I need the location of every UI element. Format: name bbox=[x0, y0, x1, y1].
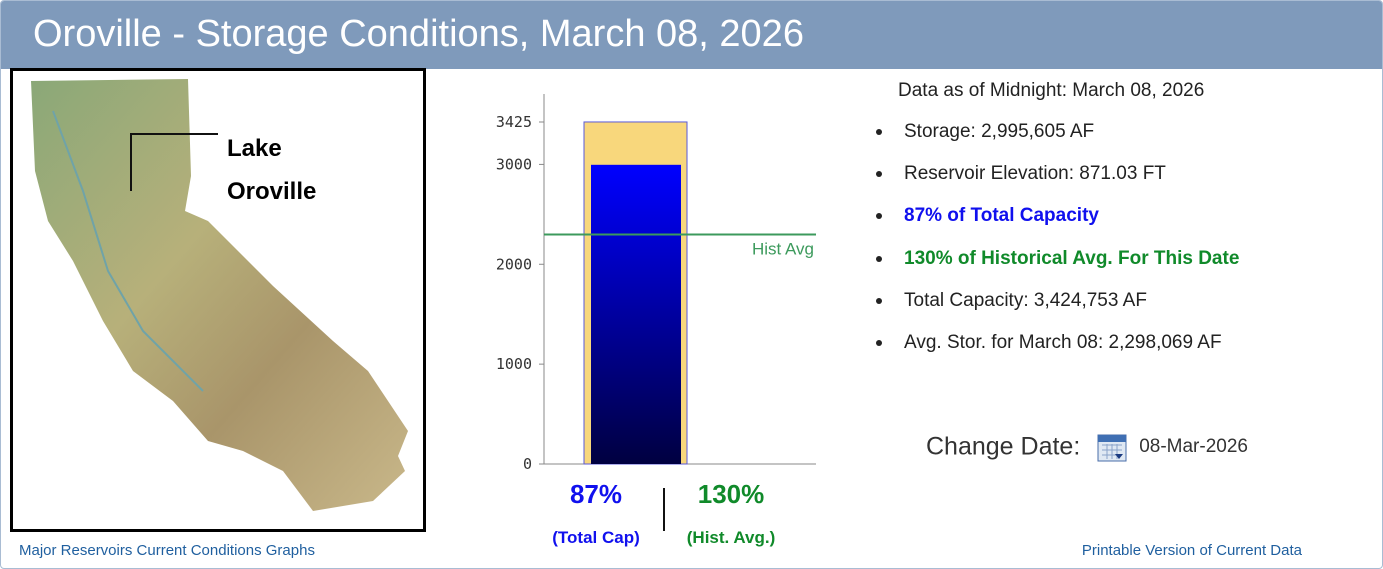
percent-label: 87% bbox=[570, 479, 622, 509]
chart: 0 1000 2000 3000 3425 Hist Avg 87% (Total Cap) 1… bbox=[431, 71, 851, 551]
change-date: Change Date: 08-Mar-2026 bbox=[926, 432, 1248, 462]
page: Oroville - Storage Conditions, March 08,… bbox=[0, 0, 1383, 569]
map-label: Oroville bbox=[227, 178, 316, 205]
y-tick-label: 3425 bbox=[496, 113, 532, 131]
change-date-label: Change Date: bbox=[926, 433, 1080, 461]
info-item: Avg. Stor. for March 08: 2,298,069 AF bbox=[871, 332, 1239, 374]
hist-avg-label: Hist Avg bbox=[752, 240, 814, 259]
info-list: Storage: 2,995,605 AF Reservoir Elevatio… bbox=[871, 121, 1239, 374]
storage-bar bbox=[591, 165, 681, 464]
info-item: 130% of Historical Avg. For This Date bbox=[871, 248, 1239, 290]
printable-link[interactable]: Printable Version of Current Data bbox=[1082, 542, 1302, 559]
map-label: Lake bbox=[227, 135, 282, 162]
percent-label: 130% bbox=[698, 479, 765, 509]
california-shape bbox=[31, 79, 408, 511]
calendar-button[interactable] bbox=[1097, 432, 1127, 462]
y-tick-label: 1000 bbox=[496, 355, 532, 373]
header: Oroville - Storage Conditions, March 08,… bbox=[1, 1, 1382, 69]
map: Lake Oroville bbox=[10, 68, 426, 532]
info-item: Total Capacity: 3,424,753 AF bbox=[871, 290, 1239, 332]
map-image: Lake Oroville bbox=[13, 71, 423, 529]
y-tick-label: 2000 bbox=[496, 255, 532, 273]
info-item: Storage: 2,995,605 AF bbox=[871, 121, 1239, 163]
date-value[interactable]: 08-Mar-2026 bbox=[1139, 436, 1248, 457]
y-tick-label: 0 bbox=[523, 455, 532, 473]
info-item: Reservoir Elevation: 871.03 FT bbox=[871, 163, 1239, 205]
info-heading: Data as of Midnight: March 08, 2026 bbox=[898, 80, 1204, 102]
percent-caption: (Hist. Avg.) bbox=[687, 528, 775, 547]
y-tick-label: 3000 bbox=[496, 155, 532, 173]
percent-caption: (Total Cap) bbox=[552, 528, 640, 547]
reservoirs-link[interactable]: Major Reservoirs Current Conditions Grap… bbox=[19, 542, 315, 559]
page-title: Oroville - Storage Conditions, March 08,… bbox=[33, 13, 804, 56]
info-item: 87% of Total Capacity bbox=[871, 205, 1239, 247]
